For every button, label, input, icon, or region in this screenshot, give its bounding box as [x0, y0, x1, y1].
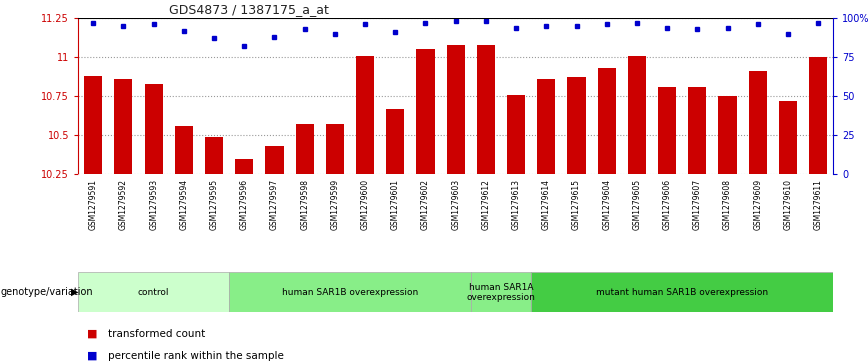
Bar — [235, 159, 253, 174]
Text: GSM1279607: GSM1279607 — [693, 179, 702, 230]
Text: GSM1279593: GSM1279593 — [149, 179, 158, 230]
Text: GSM1279610: GSM1279610 — [784, 179, 792, 230]
Text: GSM1279594: GSM1279594 — [180, 179, 188, 230]
Text: GSM1279600: GSM1279600 — [360, 179, 370, 230]
Bar — [719, 96, 737, 174]
Text: human SAR1A
overexpression: human SAR1A overexpression — [467, 282, 536, 302]
Text: GSM1279598: GSM1279598 — [300, 179, 309, 230]
Bar — [205, 137, 223, 174]
Bar — [568, 77, 586, 174]
Bar — [658, 87, 676, 174]
Text: GSM1279609: GSM1279609 — [753, 179, 762, 230]
Text: GSM1279604: GSM1279604 — [602, 179, 611, 230]
Text: GDS4873 / 1387175_a_at: GDS4873 / 1387175_a_at — [168, 3, 329, 16]
Text: GSM1279606: GSM1279606 — [662, 179, 672, 230]
Text: GSM1279603: GSM1279603 — [451, 179, 460, 230]
Bar — [326, 124, 344, 174]
Text: ■: ■ — [87, 351, 97, 361]
Text: human SAR1B overexpression: human SAR1B overexpression — [282, 288, 418, 297]
Text: GSM1279615: GSM1279615 — [572, 179, 581, 230]
Text: GSM1279613: GSM1279613 — [511, 179, 521, 230]
Bar — [598, 68, 615, 174]
Bar — [507, 95, 525, 174]
Text: GSM1279595: GSM1279595 — [209, 179, 219, 230]
Bar — [145, 84, 162, 174]
Bar — [356, 56, 374, 174]
Text: GSM1279596: GSM1279596 — [240, 179, 249, 230]
Bar — [779, 101, 797, 174]
Text: GSM1279614: GSM1279614 — [542, 179, 551, 230]
Bar — [266, 146, 284, 174]
Text: GSM1279597: GSM1279597 — [270, 179, 279, 230]
Text: GSM1279612: GSM1279612 — [482, 179, 490, 230]
Bar — [809, 57, 827, 174]
Text: GSM1279611: GSM1279611 — [813, 179, 823, 230]
Text: percentile rank within the sample: percentile rank within the sample — [108, 351, 285, 361]
Text: GSM1279592: GSM1279592 — [119, 179, 128, 230]
Text: control: control — [138, 288, 169, 297]
Text: GSM1279601: GSM1279601 — [391, 179, 400, 230]
Bar — [749, 71, 766, 174]
Bar — [296, 124, 313, 174]
Bar — [386, 109, 404, 174]
Bar — [84, 76, 102, 174]
Text: ■: ■ — [87, 329, 97, 339]
Text: GSM1279602: GSM1279602 — [421, 179, 430, 230]
Text: ▶: ▶ — [71, 287, 79, 297]
Text: GSM1279599: GSM1279599 — [331, 179, 339, 230]
Text: GSM1279591: GSM1279591 — [89, 179, 98, 230]
Bar — [688, 87, 707, 174]
Bar — [174, 126, 193, 174]
Bar — [229, 272, 470, 312]
Bar — [447, 45, 464, 174]
Text: GSM1279608: GSM1279608 — [723, 179, 732, 230]
Bar — [115, 79, 133, 174]
Text: transformed count: transformed count — [108, 329, 206, 339]
Text: genotype/variation: genotype/variation — [1, 287, 94, 297]
Text: GSM1279605: GSM1279605 — [633, 179, 641, 230]
Text: mutant human SAR1B overexpression: mutant human SAR1B overexpression — [596, 288, 768, 297]
Bar — [417, 49, 435, 174]
Bar — [470, 272, 531, 312]
Bar — [531, 272, 833, 312]
Bar — [477, 45, 495, 174]
Bar — [78, 272, 229, 312]
Bar — [537, 79, 556, 174]
Bar — [628, 56, 646, 174]
